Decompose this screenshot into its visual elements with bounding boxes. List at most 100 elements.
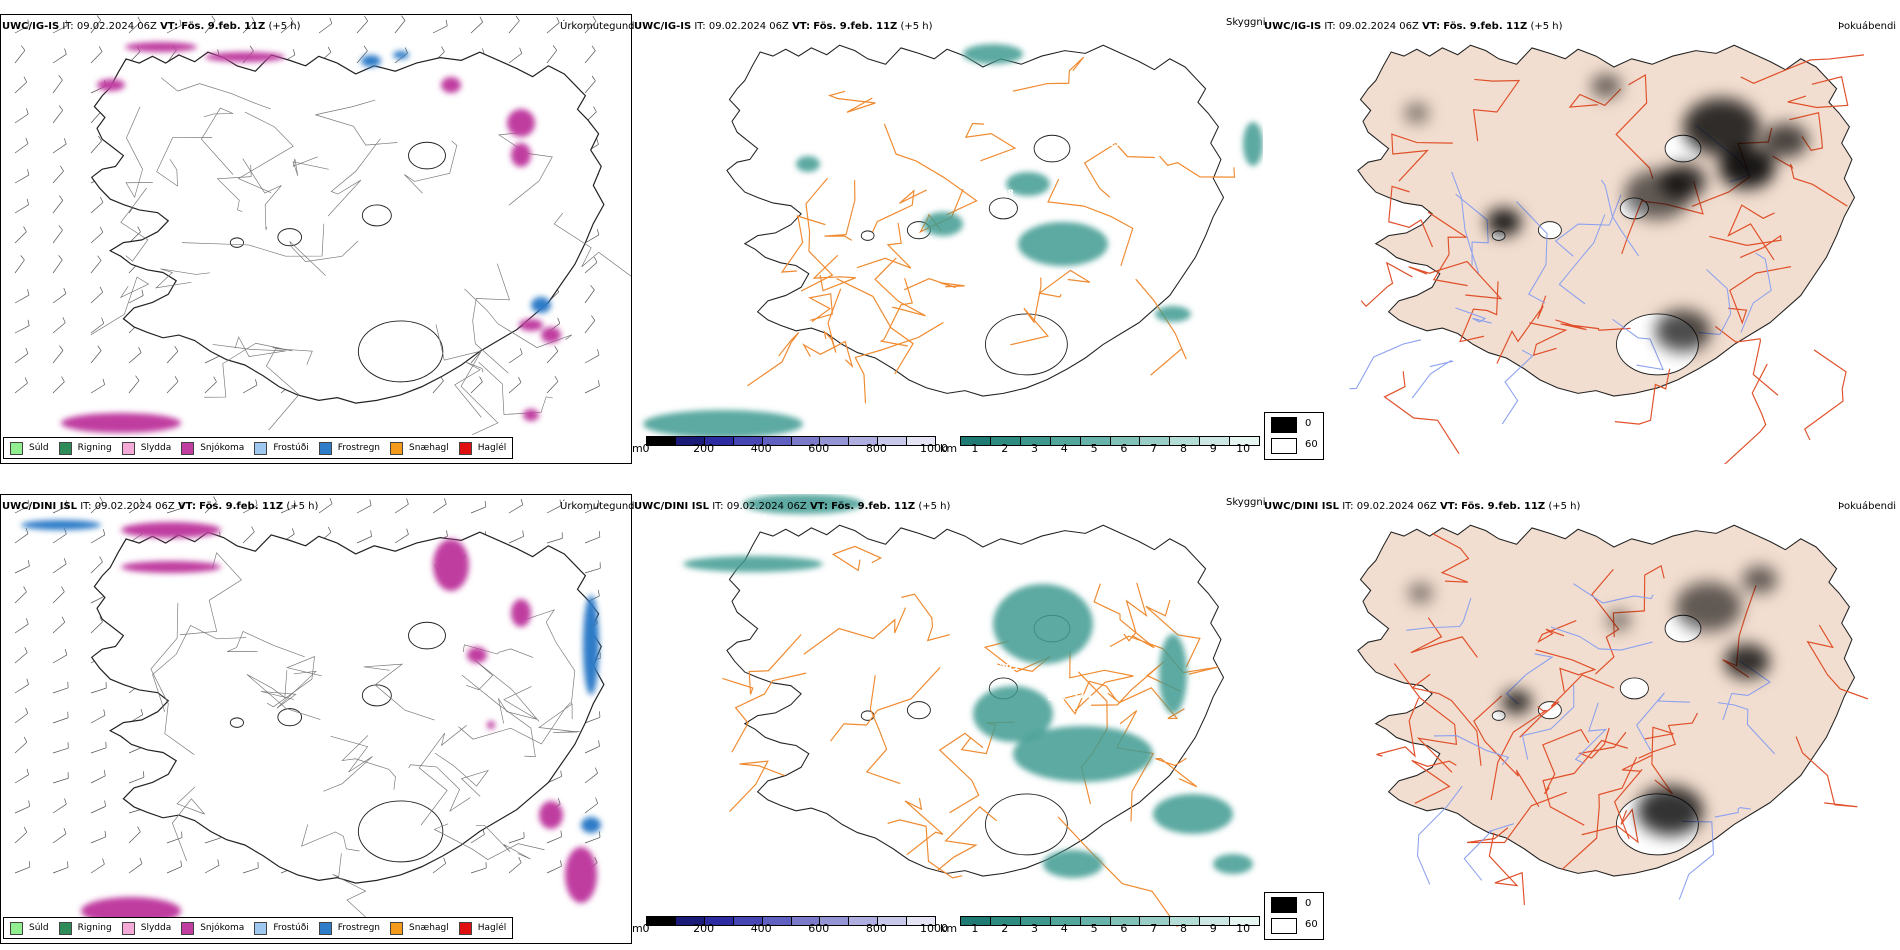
legend-item: Frostúði (254, 921, 309, 935)
colorbar-cell (849, 917, 879, 925)
glacier-outline (357, 320, 444, 383)
colorbar-tick: 5 (1090, 922, 1098, 935)
colorbar-cell (1230, 437, 1260, 445)
lead-time: (+5 h) (286, 501, 319, 512)
legend-swatch (254, 921, 268, 935)
legend-label: Rigning (77, 443, 112, 453)
iceland-map (90, 51, 631, 435)
fog-title-1: Þokuábendi (1838, 21, 1897, 32)
colorbar-tick: 2 (1001, 442, 1009, 455)
fog-legend-2: 0 60 (1264, 892, 1324, 940)
legend-swatch (10, 921, 23, 935)
colorbar-cell (733, 917, 763, 925)
colorbar-tick: 0 (642, 442, 650, 455)
vt-value: Fös. 9.feb. 11Z (181, 21, 266, 32)
precip-patch (393, 51, 409, 59)
colorbar-cells (646, 916, 936, 926)
legend-label: Frostregn (337, 923, 381, 933)
low-visibility-area (1243, 122, 1263, 166)
legend-label: Snæhagl (409, 923, 449, 933)
vt-label: VT: (1422, 21, 1441, 32)
glacier-outline (361, 684, 392, 707)
colorbar-cell (675, 917, 705, 925)
precip-patch (583, 595, 599, 695)
colorbar-unit: km (940, 442, 958, 455)
colorbar-tick: 4 (1060, 922, 1068, 935)
height-label: 1205 (993, 663, 1018, 673)
colorbar-tick: 1000 (920, 442, 948, 455)
visibility-panel-2: 583 1205 910 114 (633, 494, 1263, 944)
legend-label: Haglél (477, 443, 507, 453)
height-label: 704 (993, 207, 1012, 217)
fog-legend-1: 0 60 (1264, 412, 1324, 460)
road-network (1360, 54, 1865, 464)
fog-patch (1485, 208, 1522, 236)
colorbar-tick: 400 (750, 922, 772, 935)
colorbar-cell (1050, 917, 1081, 925)
it-value: 09.02.2024 06Z (708, 21, 789, 32)
precip-legend-2: Súld Rigning Slydda Snjókoma Frostúði Frostre… (3, 917, 514, 939)
colorbar-tick: 4 (1060, 442, 1068, 455)
lead-time: (+5 h) (900, 21, 933, 32)
low-visibility-area (1213, 854, 1253, 874)
precip-patch (541, 327, 561, 343)
precip-patch (21, 520, 101, 530)
fog-patch (1407, 583, 1434, 603)
low-visibility-area (796, 156, 820, 172)
precip-map-2 (14, 496, 605, 934)
colorbar-tick: 1 (971, 922, 979, 935)
fog-low-label: 60 (1305, 919, 1318, 930)
glacier-outline (984, 793, 1068, 856)
colorbar-tick: 200 (693, 442, 715, 455)
model-name: UWC/IG-IS (634, 21, 692, 32)
lead-time: (+5 h) (1548, 501, 1581, 512)
colorbar-cell (762, 437, 792, 445)
low-visibility-area (1006, 172, 1050, 196)
precip-patch (441, 77, 461, 93)
height-label: 413 (1101, 139, 1120, 149)
colorbar-cell (791, 917, 821, 925)
precip-patch (205, 52, 285, 62)
colorbar-cells (646, 436, 936, 446)
legend-swatch (58, 441, 72, 455)
model-name: UWC/DINI ISL (2, 501, 78, 512)
precip-patch (61, 413, 181, 433)
vt-label: VT: (1439, 501, 1458, 512)
iceland-map (722, 524, 1225, 927)
colorbar-cell (1050, 437, 1081, 445)
legend-swatch (390, 441, 404, 455)
legend-item: Frostregn (318, 921, 381, 935)
colorbar-tick: 9 (1209, 922, 1217, 935)
colorbar-cell (1140, 917, 1171, 925)
fog-patch (1636, 786, 1704, 836)
height-label: 122 (1085, 129, 1104, 139)
vt-value: Fös. 9.feb. 11Z (199, 501, 284, 512)
precip-patch (511, 143, 531, 167)
colorbar-tick: 10 (1236, 922, 1251, 935)
low-visibility-area (683, 556, 823, 572)
low-visibility-area (1155, 306, 1191, 322)
colorbar-cell (990, 437, 1021, 445)
legend-swatch (181, 441, 195, 455)
vt-label: VT: (160, 21, 179, 32)
fog-low-swatch (1271, 438, 1297, 454)
fog-patch (1624, 170, 1691, 220)
glacier-outline (984, 313, 1068, 376)
legend-swatch (58, 921, 72, 935)
iceland-map (1357, 524, 1869, 905)
legend-label: Haglél (477, 923, 507, 933)
legend-item: Súld (10, 921, 49, 935)
precip-patch (565, 847, 597, 903)
colorbar-cell (1200, 917, 1231, 925)
road-network (1376, 532, 1869, 905)
height-label: 910 (1047, 693, 1066, 703)
precip-patch (507, 109, 535, 137)
model-name: UWC/DINI ISL (634, 501, 710, 512)
precipitation-areas (61, 42, 561, 433)
it-label: IT: (1342, 501, 1354, 512)
fog-patch (1403, 103, 1430, 123)
fog-patch (1762, 123, 1809, 158)
legend-item: Frostúði (254, 441, 309, 455)
colorbar-cell (1140, 437, 1171, 445)
fog-shading (1403, 74, 1809, 352)
